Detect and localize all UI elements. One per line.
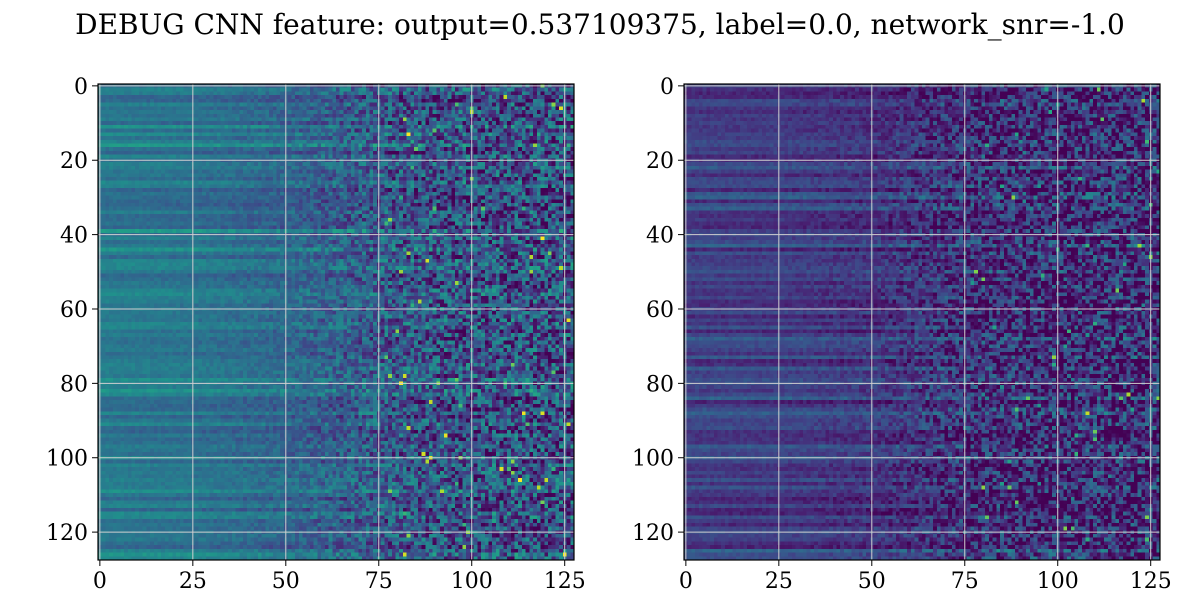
- x-tick-label: 100: [1037, 569, 1079, 594]
- axis-ticks-right: 0 25 50 75 100 125 0 20 40 60 80 100 120: [632, 75, 1172, 594]
- x-tick-label: 125: [1130, 569, 1172, 594]
- x-tick-label: 125: [544, 569, 586, 594]
- x-tick-label: 25: [765, 569, 793, 594]
- y-tick-label: 100: [632, 447, 674, 472]
- heatmap-image-left: [98, 84, 574, 560]
- y-tick-label: 20: [646, 149, 674, 174]
- figure-title: DEBUG CNN feature: output=0.537109375, l…: [75, 8, 1125, 41]
- x-tick-label: 0: [93, 569, 107, 594]
- heatmap-image-right: [684, 84, 1160, 560]
- y-tick-label: 80: [60, 372, 88, 397]
- x-tick-label: 75: [365, 569, 393, 594]
- grid-lines-right: [684, 84, 1160, 560]
- x-tick-label: 100: [451, 569, 493, 594]
- x-tick-label: 50: [858, 569, 886, 594]
- y-tick-label: 80: [646, 372, 674, 397]
- y-tick-label: 100: [46, 447, 88, 472]
- y-tick-label: 60: [646, 298, 674, 323]
- y-tick-label: 40: [646, 224, 674, 249]
- y-tick-label: 20: [60, 149, 88, 174]
- heatmap-panel-left: 0 25 50 75 100 125 0 20 40 60 80 100 120: [46, 75, 586, 594]
- x-tick-label: 0: [679, 569, 693, 594]
- y-tick-label: 0: [660, 75, 674, 100]
- grid-lines-left: [98, 84, 574, 560]
- axes-frame-right: [683, 83, 1161, 561]
- y-tick-label: 60: [60, 298, 88, 323]
- y-tick-label: 120: [46, 521, 88, 546]
- y-tick-label: 0: [74, 75, 88, 100]
- heatmap-panel-right: 0 25 50 75 100 125 0 20 40 60 80 100 120: [632, 75, 1172, 594]
- axes-frame-left: [97, 83, 575, 561]
- y-tick-label: 40: [60, 224, 88, 249]
- axis-ticks-left: 0 25 50 75 100 125 0 20 40 60 80 100 120: [46, 75, 586, 594]
- x-tick-label: 50: [272, 569, 300, 594]
- x-tick-label: 25: [179, 569, 207, 594]
- x-tick-label: 75: [951, 569, 979, 594]
- y-tick-label: 120: [632, 521, 674, 546]
